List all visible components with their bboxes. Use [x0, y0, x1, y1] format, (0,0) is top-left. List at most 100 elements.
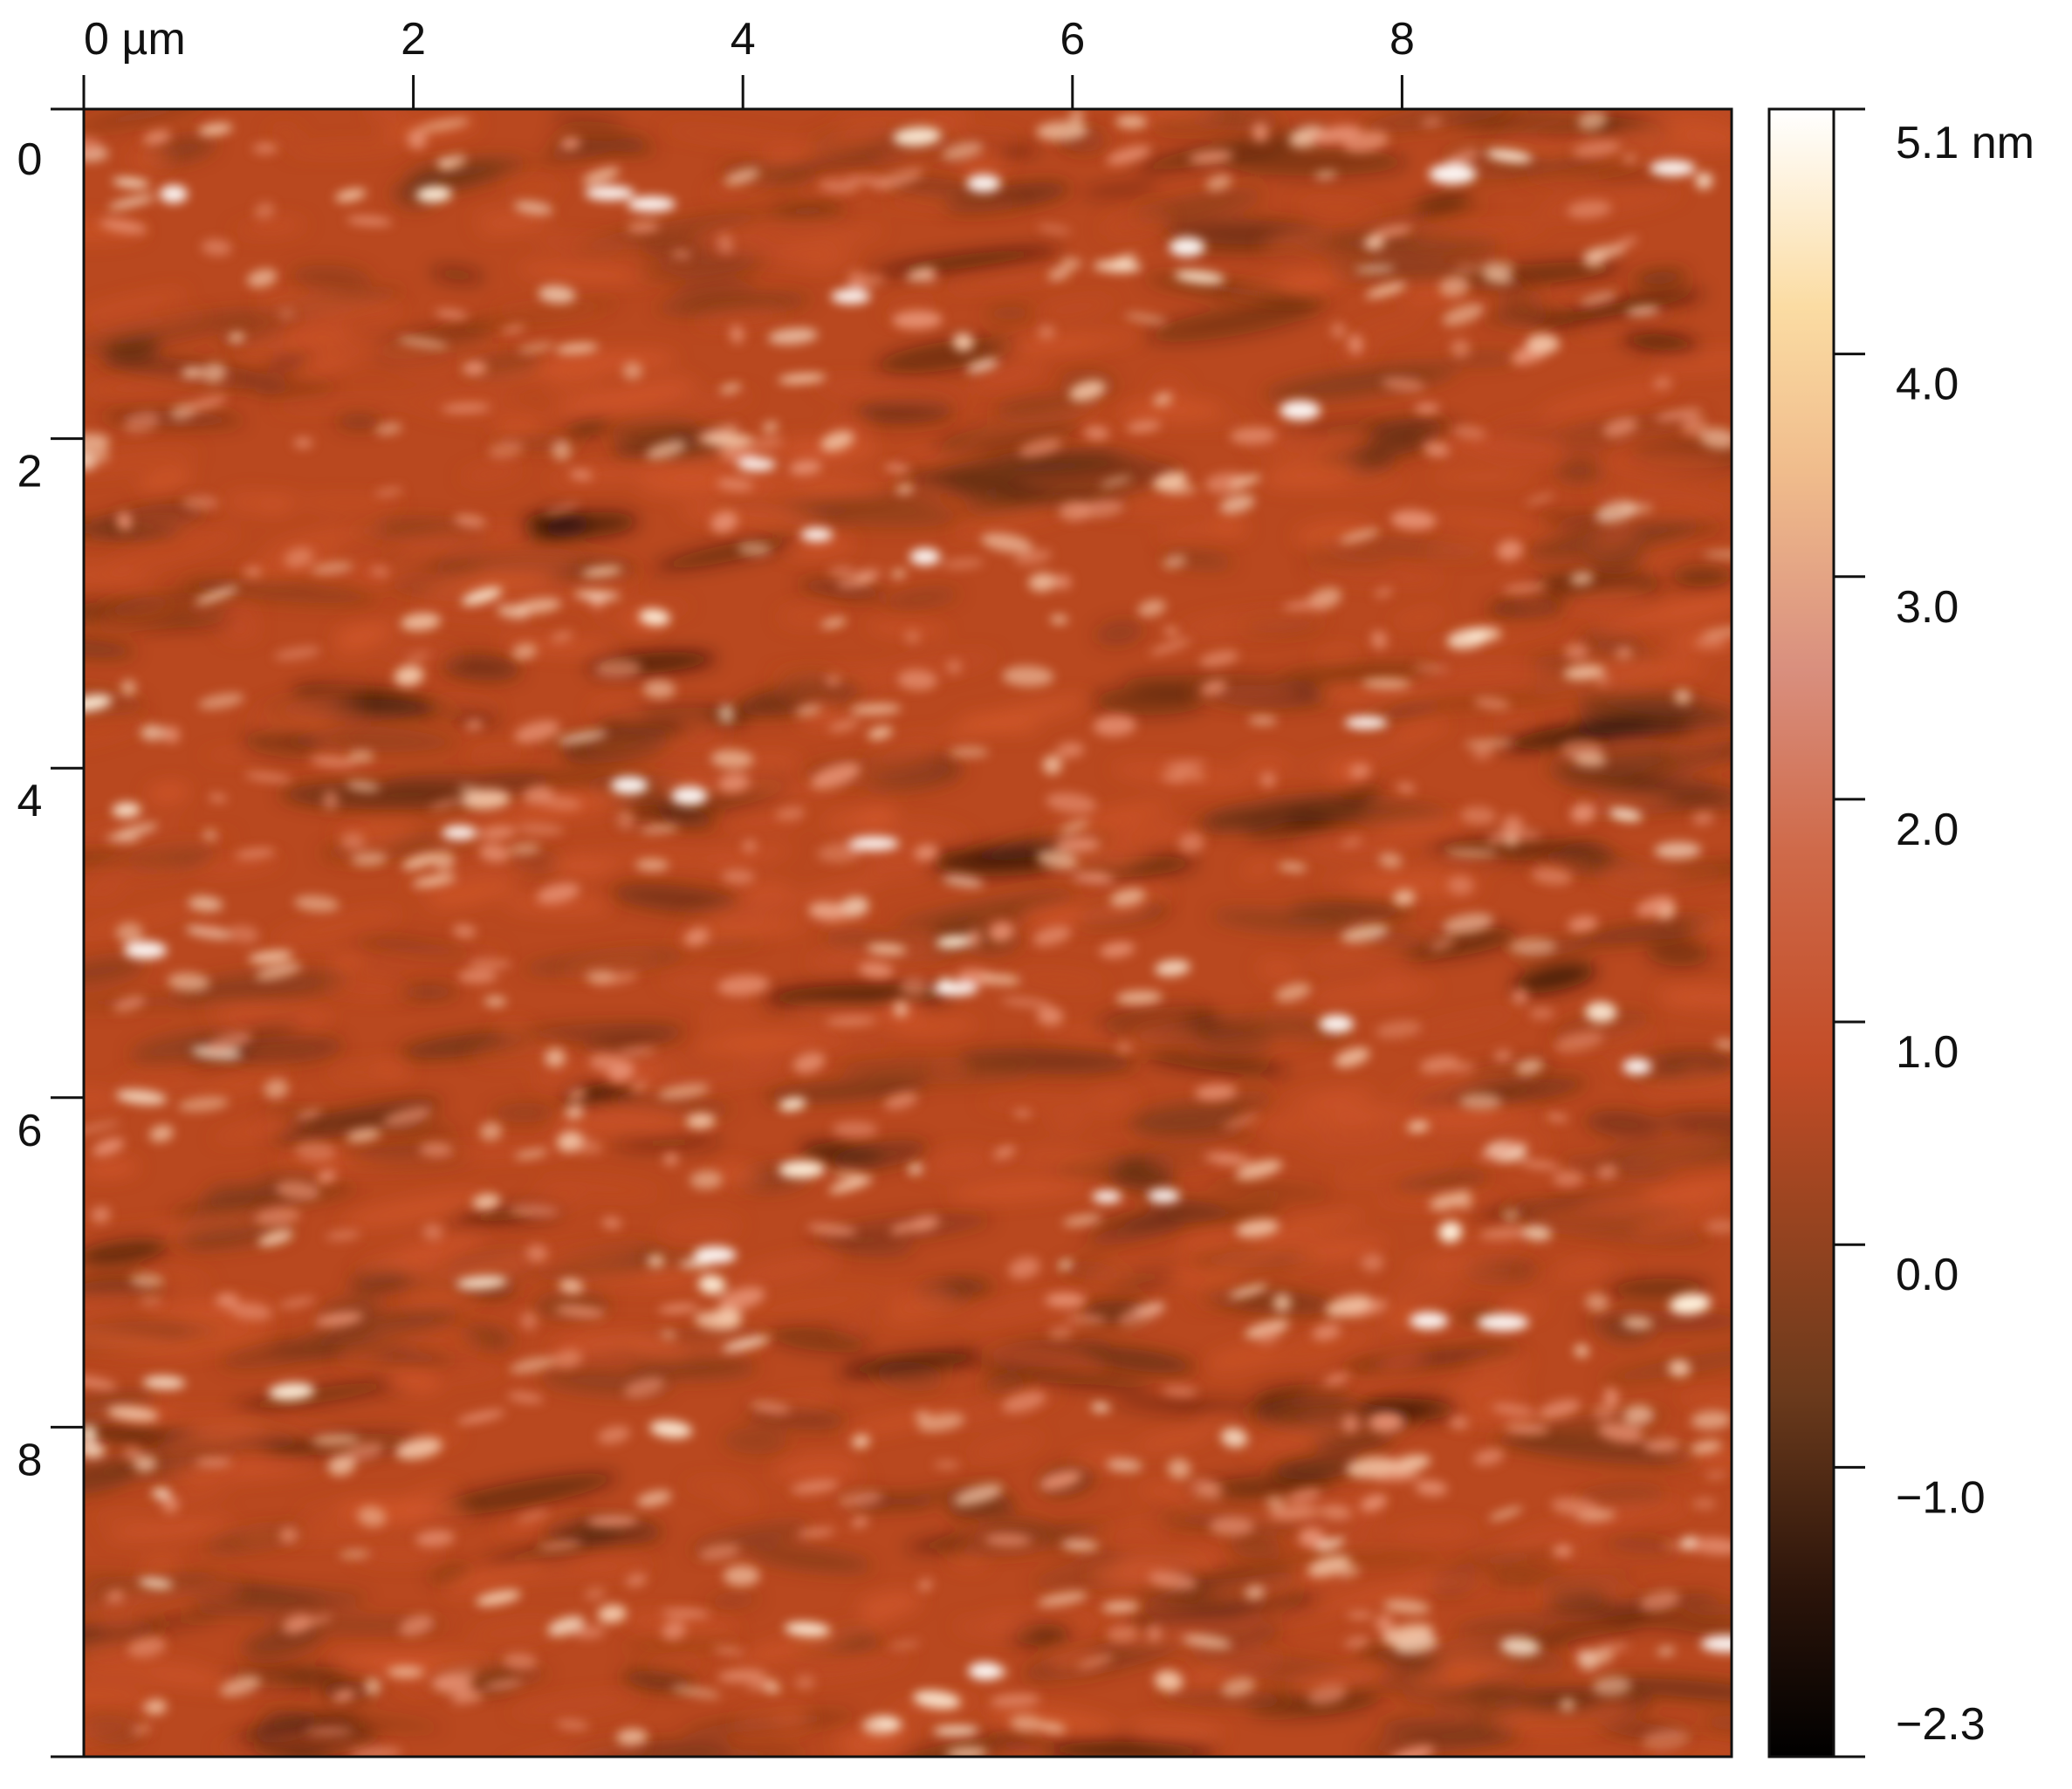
- bright-grain: [610, 776, 648, 794]
- grain: [113, 995, 146, 1012]
- mid-streak: [1513, 594, 1551, 607]
- grain: [149, 1125, 174, 1142]
- grain: [723, 1565, 760, 1587]
- mid-streak: [979, 1100, 1129, 1113]
- grain: [1375, 1614, 1394, 1634]
- mid-streak: [973, 363, 1046, 388]
- mid-streak: [196, 1579, 242, 1597]
- grain: [1235, 1160, 1283, 1180]
- dark-streak: [84, 1461, 136, 1495]
- grain: [370, 566, 389, 577]
- grain: [94, 445, 109, 463]
- grain: [1204, 472, 1247, 493]
- grain: [1464, 739, 1516, 748]
- surface-grains: [84, 109, 1732, 1757]
- grain: [1245, 1319, 1290, 1339]
- mid-streak: [460, 463, 523, 483]
- dark-streak: [219, 1338, 332, 1369]
- grain: [683, 928, 710, 946]
- mid-streak: [1177, 1231, 1239, 1252]
- mid-streak: [1177, 608, 1328, 637]
- grain: [858, 962, 895, 978]
- grain: [555, 343, 599, 354]
- mid-streak: [470, 1038, 565, 1064]
- mid-streak: [84, 1087, 121, 1110]
- grain: [908, 1163, 923, 1175]
- mid-streak: [573, 1104, 692, 1118]
- dark-streak: [565, 417, 611, 437]
- mid-streak: [1667, 748, 1723, 758]
- mid-streak: [951, 507, 1073, 535]
- mid-streak: [835, 1319, 871, 1336]
- mid-streak: [1428, 1238, 1529, 1265]
- grain: [1348, 764, 1371, 778]
- mid-streak: [949, 1554, 987, 1567]
- grain: [795, 705, 822, 716]
- grain: [630, 1081, 648, 1092]
- dark-streak: [1599, 1346, 1732, 1383]
- grain: [703, 433, 754, 448]
- grain: [636, 1490, 672, 1507]
- grain: [1124, 313, 1168, 324]
- dark-streak: [1228, 1534, 1281, 1559]
- grain: [1194, 1084, 1238, 1100]
- grain: [1001, 1391, 1046, 1413]
- mid-streak: [84, 1291, 154, 1315]
- dark-streak: [1202, 806, 1282, 832]
- dark-streak: [1279, 666, 1441, 681]
- mid-streak: [984, 1613, 1103, 1628]
- grain: [914, 1411, 930, 1421]
- grain: [1449, 1416, 1469, 1429]
- dark-streak: [1497, 289, 1543, 315]
- grain: [1642, 1728, 1690, 1751]
- grain: [1101, 1601, 1140, 1613]
- bright-grain: [1280, 400, 1321, 421]
- dark-streak: [767, 1088, 885, 1099]
- grain: [1160, 773, 1186, 783]
- grain: [501, 325, 526, 334]
- grain: [254, 1207, 301, 1226]
- dark-streak: [1599, 1677, 1732, 1701]
- grain: [268, 1382, 315, 1401]
- mid-streak: [656, 1216, 743, 1240]
- grain: [1585, 1001, 1617, 1023]
- grain: [478, 843, 511, 862]
- mid-streak: [1387, 1522, 1479, 1545]
- grain: [952, 332, 974, 352]
- grain: [195, 1457, 232, 1467]
- grain: [657, 1084, 710, 1100]
- grain: [394, 665, 424, 687]
- colorbar-tick-label: −2.3: [1896, 1699, 1986, 1750]
- grain: [1701, 627, 1732, 638]
- grain: [1314, 171, 1338, 180]
- grain: [1312, 1323, 1341, 1340]
- colorbar: [1767, 107, 1835, 1758]
- grain: [825, 674, 841, 687]
- grain: [1188, 150, 1234, 164]
- grain: [1509, 938, 1557, 956]
- mid-streak: [1205, 1344, 1278, 1372]
- grain: [1531, 867, 1573, 886]
- mid-streak: [1446, 1381, 1527, 1404]
- mid-streak: [930, 1063, 968, 1075]
- grain: [91, 1206, 111, 1224]
- grain: [1378, 853, 1403, 868]
- mid-streak: [1072, 134, 1116, 148]
- mid-streak: [1494, 416, 1573, 428]
- mid-streak: [1575, 793, 1675, 812]
- grain: [623, 1376, 665, 1398]
- grain: [1390, 510, 1437, 531]
- grain: [1583, 244, 1626, 260]
- mid-streak: [1411, 1572, 1491, 1592]
- mid-streak: [1431, 512, 1557, 533]
- grain: [181, 367, 203, 378]
- mid-streak: [1529, 1198, 1658, 1226]
- colorbar-tick-label: 4.0: [1896, 360, 1959, 410]
- grain: [1061, 1539, 1099, 1551]
- mid-streak: [1020, 903, 1153, 927]
- grain: [1060, 819, 1090, 833]
- grain: [523, 785, 554, 805]
- grain: [946, 659, 962, 675]
- mid-streak: [743, 474, 888, 492]
- mid-streak: [836, 109, 977, 127]
